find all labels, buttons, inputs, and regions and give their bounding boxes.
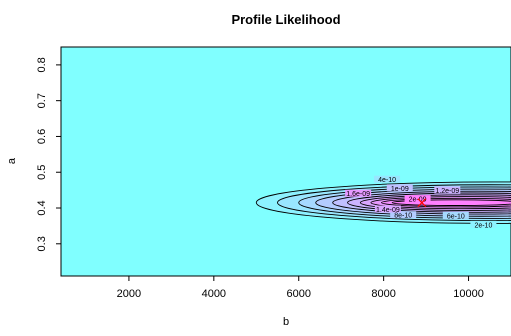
x-tick-label: 8000 — [371, 288, 395, 300]
plot-background — [60, 46, 511, 277]
contour-label: 1.2e-09 — [435, 188, 459, 195]
contour-line-2e-09 — [391, 199, 511, 206]
contour-label: 1e-09 — [391, 186, 409, 193]
contour-line-1.8e-09 — [381, 197, 511, 208]
x-tick-label: 2000 — [117, 288, 141, 300]
contour-label: 2e-09 — [409, 197, 427, 204]
contour-label: 1.6e-09 — [346, 191, 370, 198]
chart-title: Profile Likelihood — [231, 12, 340, 27]
contour-label: 8e-10 — [394, 213, 412, 220]
contour-line-1e-09 — [332, 190, 511, 215]
max-point-marker — [417, 198, 427, 208]
x-tick-label: 6000 — [286, 288, 310, 300]
contour-label-layer: 2e-10 4e-10 6e-10 8e-10 1e-09 1.2e-09 1.4e-09 1… — [345, 175, 497, 229]
y-axis-label: a — [6, 157, 18, 164]
contour-line-1.2e-09 — [347, 192, 511, 213]
y-tick-label: 0.6 — [36, 129, 48, 144]
contour-line-1.6e-09 — [370, 196, 511, 210]
max-point-layer — [417, 198, 427, 208]
x-axis-label: b — [283, 316, 289, 328]
contour-label-bg — [442, 211, 469, 219]
y-tick-label: 0.7 — [36, 93, 48, 108]
contour-label-bg — [374, 205, 401, 213]
y-tick-label: 0.3 — [36, 236, 48, 251]
y-tick-label: 0.8 — [36, 57, 48, 72]
contour-label: 2e-10 — [474, 222, 492, 229]
contour-line-4e-10 — [277, 184, 511, 221]
contour-label-bg — [434, 186, 461, 194]
contour-label-bg — [404, 195, 431, 203]
x-tick-label: 10000 — [453, 288, 484, 300]
contour-label-bg — [345, 189, 372, 197]
contour-label: 4e-10 — [378, 177, 396, 184]
y-axis: 0.3 0.4 0.5 0.6 0.7 0.8 — [36, 57, 61, 251]
x-axis: 2000 4000 6000 8000 10000 — [117, 276, 484, 300]
contour-label-bg — [386, 184, 413, 192]
contour-label: 6e-10 — [447, 213, 465, 220]
contour-label-bg — [470, 220, 497, 228]
contour-line-1.4e-09 — [359, 194, 511, 211]
contour-line-6e-10 — [298, 186, 511, 219]
contour-label-bg — [390, 211, 417, 219]
x-tick-label: 4000 — [202, 288, 226, 300]
contour-line-8e-10 — [315, 188, 511, 217]
contour-label-bg — [374, 175, 401, 183]
y-tick-label: 0.4 — [36, 200, 48, 215]
contour-label: 1.4e-09 — [376, 207, 400, 214]
y-tick-label: 0.5 — [36, 165, 48, 180]
